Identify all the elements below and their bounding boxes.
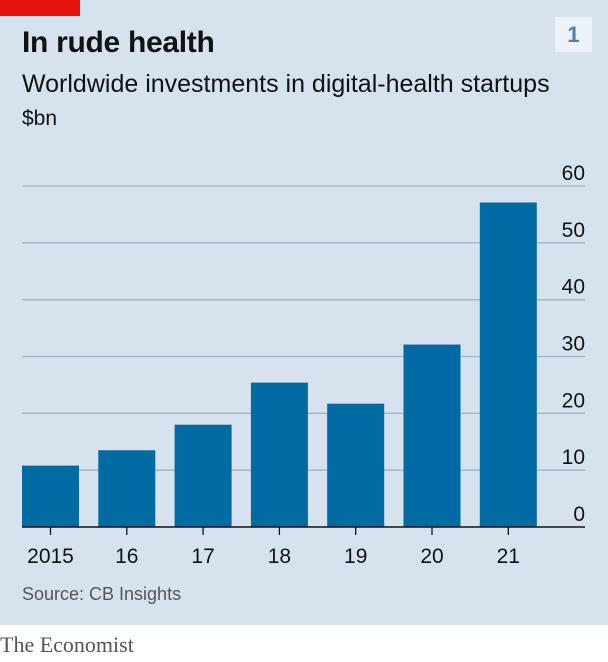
bar-19 xyxy=(327,403,385,527)
bar-20 xyxy=(403,344,461,527)
publisher-logo: The Economist xyxy=(0,632,134,657)
x-tick-label: 18 xyxy=(268,545,291,568)
x-tick-label: 20 xyxy=(420,545,443,568)
bars xyxy=(22,202,537,527)
y-axis-unit: $bn xyxy=(22,107,58,130)
chart-subtitle: Worldwide investments in digital-health … xyxy=(22,70,550,98)
bar-chart: 0 10 20 30 40 50 60 2015 16 17 18 19 20 21 xyxy=(22,162,585,568)
x-tick-label: 16 xyxy=(115,545,138,568)
y-tick-label: 50 xyxy=(562,219,585,242)
y-tick-label: 20 xyxy=(562,389,585,412)
chart-number-badge xyxy=(555,17,592,52)
bar-17 xyxy=(174,424,232,527)
x-tick-label: 2015 xyxy=(27,545,74,568)
y-tick-label: 60 xyxy=(562,162,585,185)
y-tick-labels: 0 10 20 30 40 50 60 xyxy=(562,162,585,526)
source-note: Source: CB Insights xyxy=(22,584,182,604)
x-tick-label: 21 xyxy=(497,545,520,568)
y-tick-label: 10 xyxy=(562,446,585,469)
bar-16 xyxy=(98,450,156,527)
bar-2015 xyxy=(22,465,79,527)
y-tick-label: 0 xyxy=(573,503,585,526)
chart-number: 1 xyxy=(567,22,580,47)
x-tick-labels: 2015 16 17 18 19 20 21 xyxy=(22,526,585,568)
x-tick-label: 17 xyxy=(191,545,214,568)
x-tick-label: 19 xyxy=(344,545,367,568)
bar-18 xyxy=(250,382,308,527)
y-tick-label: 40 xyxy=(562,276,585,299)
brand-accent-tag xyxy=(0,0,80,16)
y-tick-label: 30 xyxy=(562,333,585,356)
chart-title: In rude health xyxy=(22,26,215,59)
bar-21 xyxy=(479,202,537,527)
